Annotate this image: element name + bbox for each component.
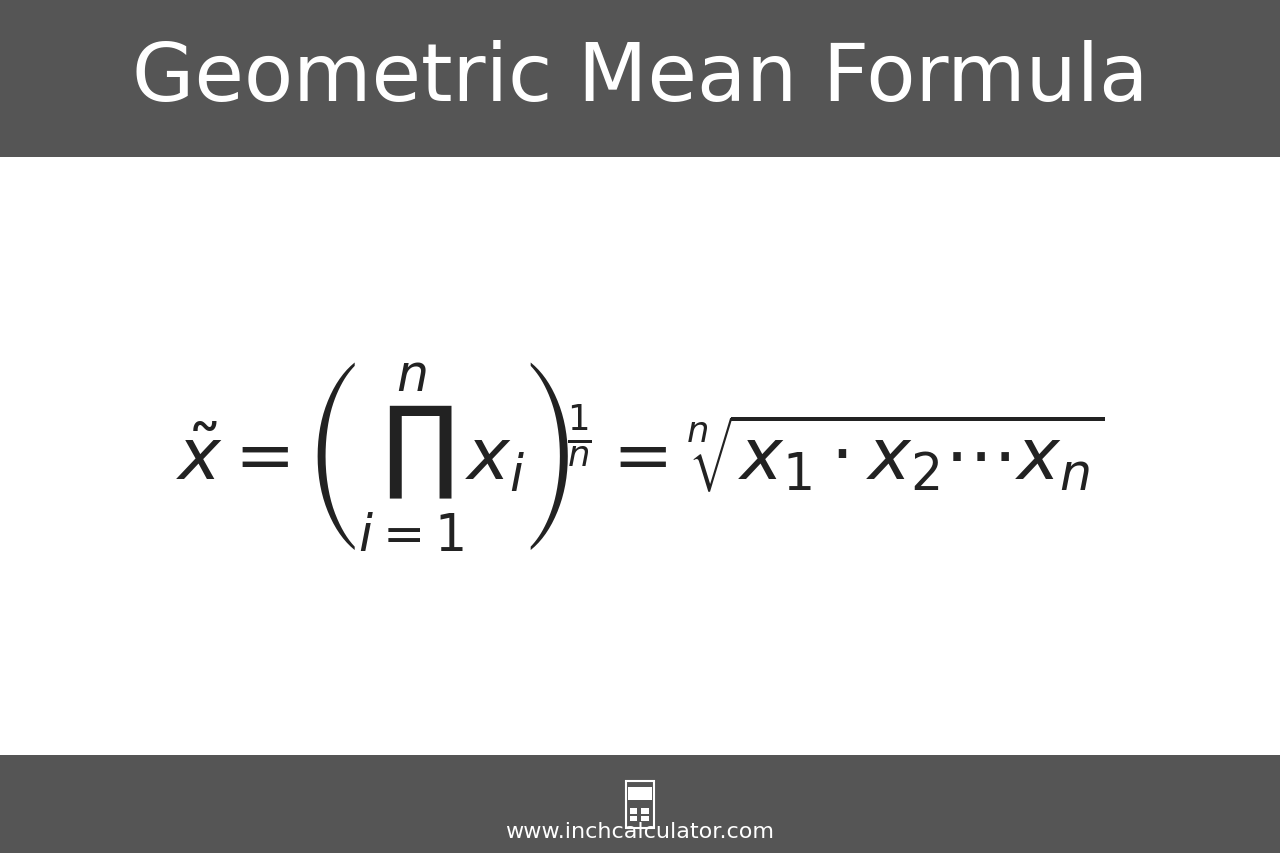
FancyBboxPatch shape: [630, 809, 637, 814]
FancyBboxPatch shape: [0, 0, 1280, 158]
FancyBboxPatch shape: [0, 755, 1280, 853]
Text: www.inchcalculator.com: www.inchcalculator.com: [506, 821, 774, 841]
FancyBboxPatch shape: [630, 816, 637, 821]
FancyBboxPatch shape: [641, 809, 649, 814]
Text: Geometric Mean Formula: Geometric Mean Formula: [132, 40, 1148, 118]
Text: $\tilde{x} = \left( \prod_{i=1}^{n} x_i \right)^{\!\frac{1}{n}} = \sqrt[n]{x_1 \: $\tilde{x} = \left( \prod_{i=1}^{n} x_i …: [175, 360, 1105, 553]
FancyBboxPatch shape: [641, 816, 649, 821]
FancyBboxPatch shape: [628, 786, 652, 800]
